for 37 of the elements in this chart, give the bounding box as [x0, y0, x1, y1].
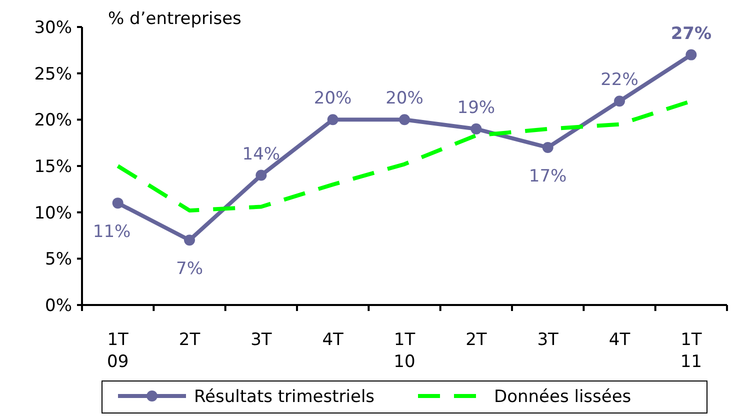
- x-tick-label: 2T: [466, 330, 488, 350]
- y-tick-label: 10%: [34, 203, 72, 224]
- x-tick-label: 4T: [608, 330, 631, 350]
- data-label: 20%: [386, 88, 424, 109]
- data-label: 7%: [176, 259, 203, 280]
- x-tick-label: 1T 11: [680, 330, 702, 372]
- data-label: 22%: [600, 70, 638, 90]
- x-tick-label: 4T: [322, 330, 344, 350]
- data-label: 20%: [314, 88, 352, 109]
- y-tick-label: 30%: [34, 18, 72, 38]
- y-tick-label: 20%: [34, 110, 72, 131]
- point: [256, 170, 267, 181]
- data-label: 27%: [670, 24, 712, 44]
- data-label: 14%: [242, 144, 280, 164]
- y-tick-label: 5%: [45, 250, 72, 270]
- point: [184, 234, 195, 246]
- x-tick-label: 2T: [178, 330, 201, 350]
- data-label: 11%: [92, 222, 131, 242]
- x-tick-label: 3T: [537, 330, 560, 350]
- point: [614, 96, 625, 107]
- point: [542, 142, 554, 153]
- data-label: 17%: [528, 166, 567, 186]
- legend-label: Résultats trimestriels: [194, 387, 375, 407]
- y-tick-label: 0%: [45, 296, 72, 316]
- point: [686, 49, 697, 60]
- x-tick-label: 1T 09: [107, 330, 130, 372]
- y-tick-label: 15%: [34, 157, 72, 177]
- point: [470, 123, 482, 134]
- x-tick-label: 1T 10: [394, 330, 416, 372]
- point: [327, 114, 338, 126]
- data-label: 19%: [457, 98, 496, 118]
- point: [399, 114, 410, 126]
- x-tick-label: 3T: [250, 330, 272, 350]
- point: [112, 198, 124, 209]
- legend-label: Données lissées: [494, 387, 632, 407]
- y-tick-label: 25%: [34, 64, 72, 84]
- chart-title: % d’entreprises: [108, 9, 242, 29]
